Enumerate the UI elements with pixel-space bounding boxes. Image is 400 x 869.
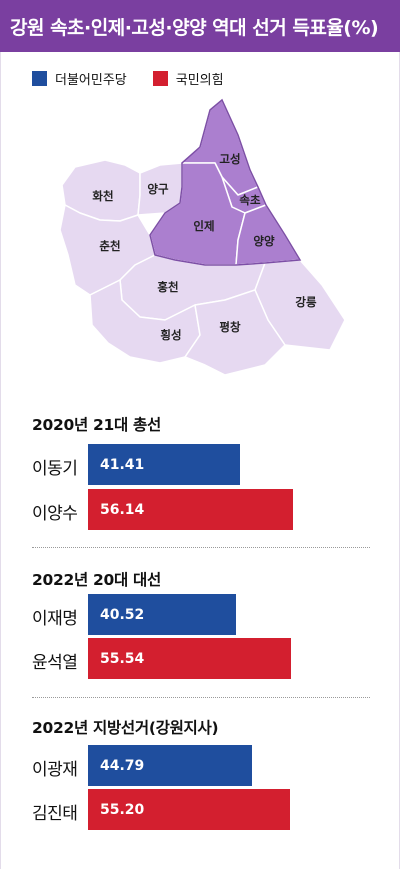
map-regions bbox=[59, 99, 346, 376]
section-divider bbox=[32, 547, 370, 548]
vote-bar-value: 40.52 bbox=[100, 606, 145, 623]
vote-bar: 56.14 bbox=[88, 489, 294, 530]
vote-bar: 55.20 bbox=[88, 789, 291, 830]
section-divider bbox=[32, 697, 370, 698]
candidate-label: 윤석열 bbox=[32, 653, 78, 673]
vote-bar: 40.52 bbox=[88, 594, 237, 635]
region-pyeongchang bbox=[184, 289, 286, 376]
legend-label-democratic: 더불어민주당 bbox=[55, 72, 127, 88]
legend: 더불어민주당 국민의힘 bbox=[32, 68, 250, 88]
vote-bar: 44.79 bbox=[88, 745, 252, 786]
vote-bar-value: 44.79 bbox=[100, 757, 145, 774]
region-label-hwacheon: 화천 bbox=[92, 189, 113, 203]
vote-bar: 41.41 bbox=[88, 444, 240, 485]
vote-bar-value: 56.14 bbox=[100, 501, 145, 518]
group-title-2022-local: 2022년 지방선거(강원지사) bbox=[32, 719, 219, 737]
region-label-pyeongchang: 평창 bbox=[219, 320, 241, 334]
region-label-hoengseong: 횡성 bbox=[160, 328, 181, 342]
region-label-sokcho: 속초 bbox=[239, 193, 261, 207]
map-labels: 화천 양구 고성 속초 인제 양양 춘천 홍천 강릉 횡성 평창 bbox=[92, 152, 317, 342]
legend-label-ppp: 국민의힘 bbox=[175, 72, 224, 88]
legend-item-ppp: 국민의힘 bbox=[152, 69, 224, 88]
region-label-yangyang: 양양 bbox=[253, 234, 275, 248]
group-title-2020-general: 2020년 21대 총선 bbox=[32, 416, 161, 434]
group-title-2022-presidential: 2022년 20대 대선 bbox=[32, 571, 161, 589]
region-map: 화천 양구 고성 속초 인제 양양 춘천 홍천 강릉 횡성 평창 bbox=[59, 98, 346, 376]
region-label-chuncheon: 춘천 bbox=[99, 239, 120, 253]
vote-bar-value: 55.54 bbox=[100, 650, 145, 667]
chart-title-text: 강원 속초·인제·고성·양양 역대 선거 득표율(%) bbox=[10, 16, 379, 39]
vote-bar: 55.54 bbox=[88, 638, 292, 679]
candidate-label: 이동기 bbox=[32, 459, 78, 479]
vote-bar-value: 55.20 bbox=[100, 801, 145, 818]
legend-swatch-ppp bbox=[152, 70, 168, 86]
candidate-label: 이광재 bbox=[32, 760, 78, 780]
region-highlight-outline bbox=[149, 98, 302, 266]
candidate-label: 이양수 bbox=[32, 504, 78, 524]
candidate-label: 김진태 bbox=[32, 804, 78, 824]
region-label-hongcheon: 홍천 bbox=[157, 280, 178, 294]
region-label-yanggu: 양구 bbox=[147, 182, 169, 196]
vote-bar-value: 41.41 bbox=[100, 456, 145, 473]
legend-item-democratic: 더불어민주당 bbox=[32, 69, 127, 88]
candidate-label: 이재명 bbox=[32, 609, 78, 629]
chart-title: 강원 속초·인제·고성·양양 역대 선거 득표율(%) bbox=[0, 0, 400, 52]
legend-swatch-democratic bbox=[32, 70, 47, 86]
region-label-gangneung: 강릉 bbox=[295, 295, 317, 309]
region-label-goseong: 고성 bbox=[219, 152, 240, 166]
region-label-inje: 인제 bbox=[193, 219, 214, 233]
